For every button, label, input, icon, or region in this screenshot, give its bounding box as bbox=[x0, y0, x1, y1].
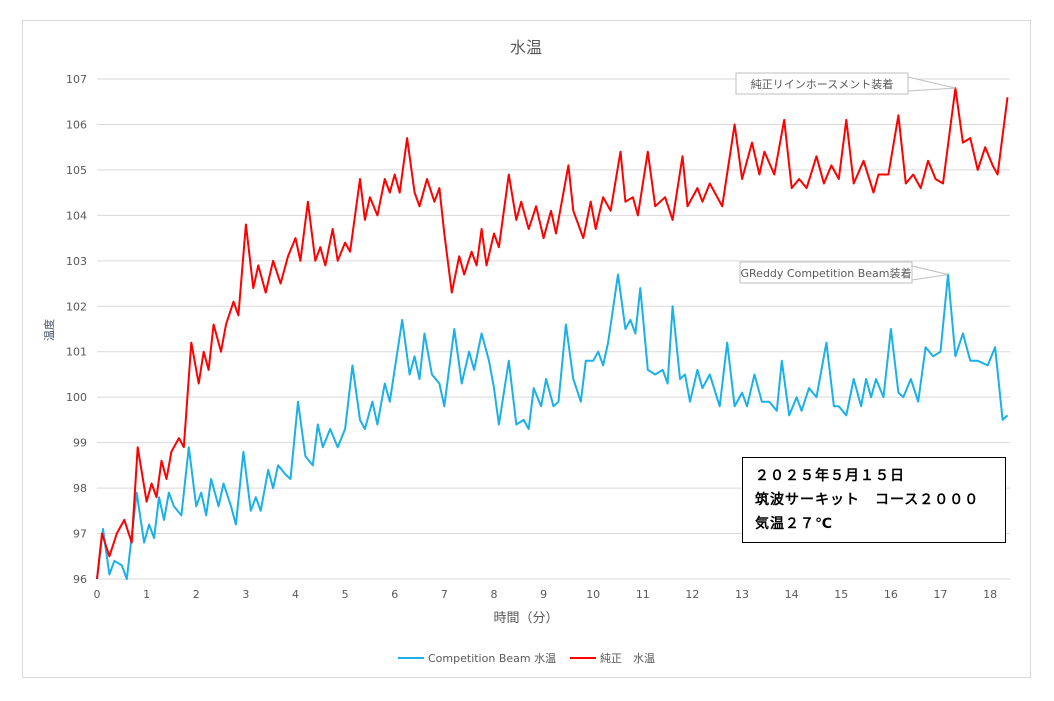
series-line-0 bbox=[96, 273, 1009, 580]
y-tick-label: 107 bbox=[66, 73, 87, 86]
x-tick-label: 4 bbox=[292, 588, 299, 601]
x-tick-label: 13 bbox=[735, 588, 749, 601]
x-tick-label: 16 bbox=[884, 588, 898, 601]
y-tick-label: 102 bbox=[66, 300, 87, 313]
x-tick-label: 7 bbox=[441, 588, 448, 601]
x-tick-label: 10 bbox=[586, 588, 600, 601]
info-date: ２０２５年５月１５日 bbox=[755, 468, 905, 484]
y-tick-label: 97 bbox=[73, 528, 87, 541]
annotation-pointer bbox=[907, 76, 956, 92]
annotation-pointer bbox=[911, 265, 949, 281]
x-tick-label: 11 bbox=[636, 588, 650, 601]
x-tick-label: 17 bbox=[934, 588, 948, 601]
x-tick-label: 8 bbox=[490, 588, 497, 601]
legend-label: 純正 水温 bbox=[600, 652, 655, 665]
x-tick-label: 1 bbox=[143, 588, 150, 601]
x-tick-label: 3 bbox=[242, 588, 249, 601]
y-tick-label: 104 bbox=[66, 209, 87, 222]
x-tick-label: 6 bbox=[391, 588, 398, 601]
annotation-box bbox=[735, 72, 909, 95]
annotation-label: GReddy Competition Beam装着 bbox=[741, 266, 912, 280]
x-axis-label: 時間（分） bbox=[493, 611, 558, 626]
x-tick-label: 0 bbox=[94, 588, 101, 601]
y-tick-label: 105 bbox=[66, 164, 87, 177]
x-tick-label: 5 bbox=[342, 588, 349, 601]
y-tick-label: 106 bbox=[66, 118, 87, 131]
x-tick-label: 14 bbox=[785, 588, 799, 601]
chart-title: 水温 bbox=[510, 38, 542, 57]
x-tick-label: 2 bbox=[193, 588, 200, 601]
x-tick-label: 12 bbox=[685, 588, 699, 601]
y-tick-label: 103 bbox=[66, 255, 87, 268]
series-line-1 bbox=[96, 87, 1009, 580]
info-textbox: ２０２５年５月１５日 筑波サーキット コース２０００ 気温２７℃ bbox=[742, 457, 1006, 543]
x-tick-label: 18 bbox=[983, 588, 997, 601]
y-tick-label: 96 bbox=[73, 573, 87, 586]
annotation-box bbox=[739, 261, 913, 284]
annotation-label: 純正リインホースメント装着 bbox=[751, 77, 893, 91]
y-tick-label: 98 bbox=[73, 482, 87, 495]
info-circuit: 筑波サーキット コース２０００ bbox=[755, 492, 980, 508]
info-temperature: 気温２７℃ bbox=[755, 516, 833, 532]
x-tick-label: 15 bbox=[834, 588, 848, 601]
x-tick-label: 9 bbox=[540, 588, 547, 601]
y-axis-label: 温度 bbox=[42, 319, 56, 341]
y-tick-label: 99 bbox=[73, 437, 87, 450]
legend-label: Competition Beam 水温 bbox=[428, 652, 556, 665]
y-tick-label: 101 bbox=[66, 346, 87, 359]
y-tick-label: 100 bbox=[66, 391, 87, 404]
